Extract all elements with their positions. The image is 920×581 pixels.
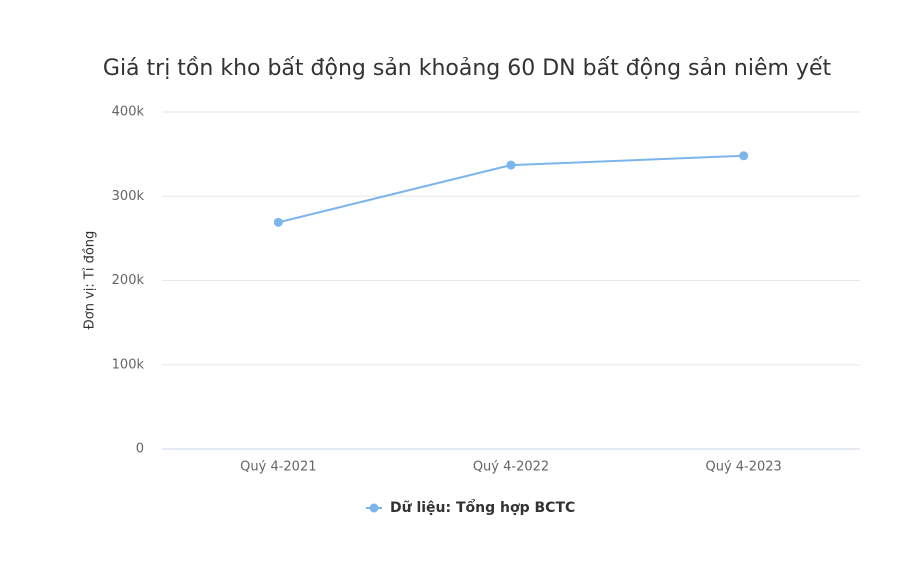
x-tick-label: Quý 4-2023 xyxy=(705,460,781,475)
y-tick-label: 0 xyxy=(136,442,144,457)
chart-title: Giá trị tồn kho bất động sản khoảng 60 D… xyxy=(103,56,832,81)
y-tick-label: 300k xyxy=(112,189,145,204)
y-tick-label: 200k xyxy=(112,273,145,288)
y-axis-label: Đơn vị: Tỉ đồng xyxy=(83,231,98,330)
x-tick-label: Quý 4-2021 xyxy=(240,460,316,475)
point xyxy=(506,160,516,170)
y-tick-label: 400k xyxy=(112,105,145,120)
point xyxy=(273,217,283,227)
x-tick-label: Quý 4-2022 xyxy=(473,460,549,475)
point xyxy=(739,151,749,161)
legend-label: Dữ liệu: Tổng hợp BCTC xyxy=(390,499,575,516)
legend-symbol xyxy=(369,503,379,513)
y-tick-label: 100k xyxy=(112,357,145,372)
